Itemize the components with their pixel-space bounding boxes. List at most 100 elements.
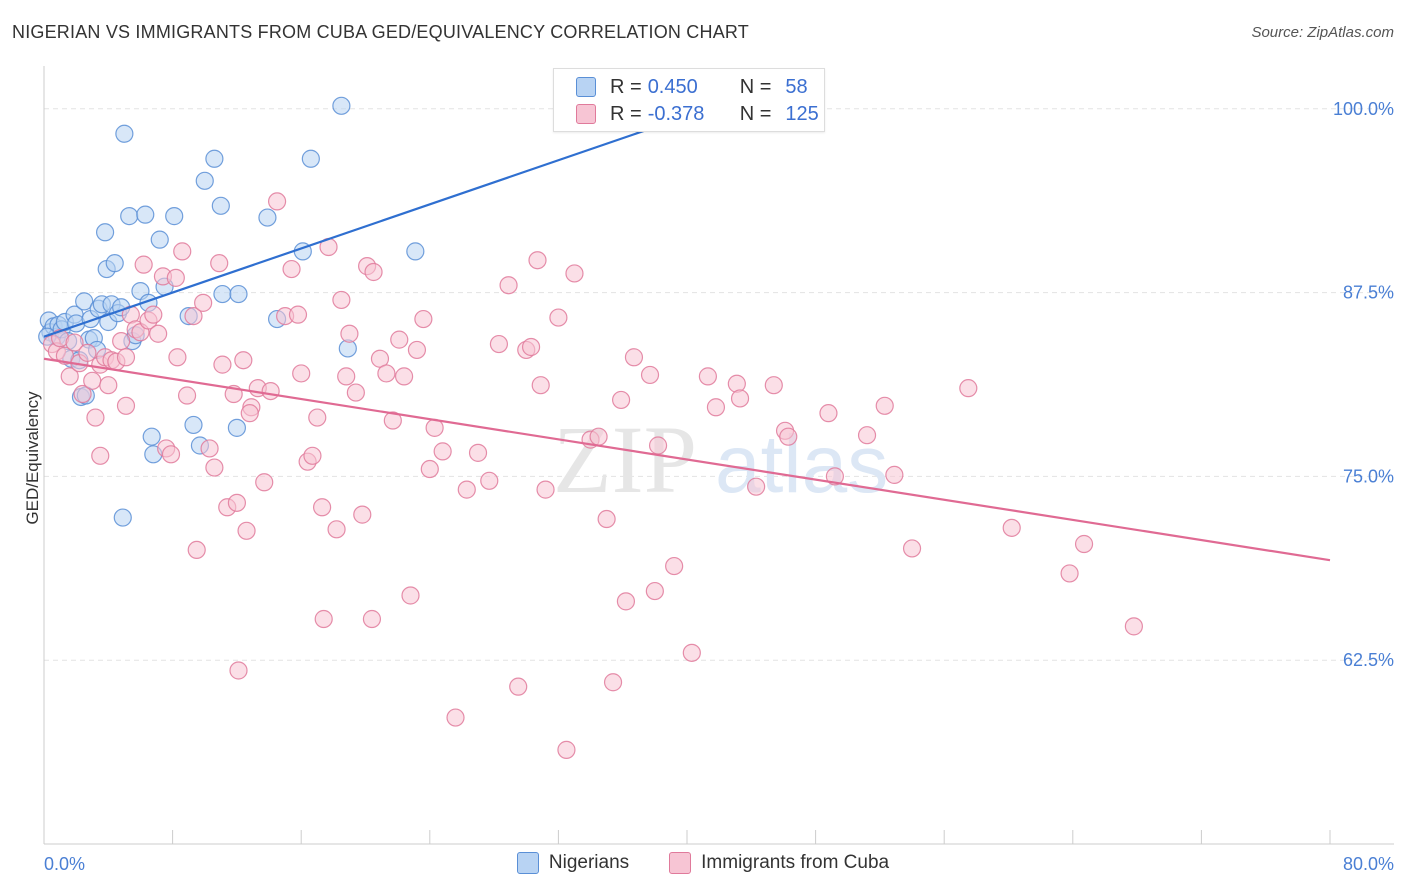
data-point [468, 443, 488, 462]
data-point [144, 305, 163, 324]
data-point [383, 411, 402, 430]
data-point [312, 498, 332, 517]
series-swatch-cuba [669, 852, 692, 874]
data-point [150, 230, 169, 249]
data-point [184, 306, 203, 326]
data-point [99, 376, 118, 395]
data-point [645, 581, 664, 601]
data-point [168, 348, 187, 367]
data-point [210, 254, 229, 273]
data-point [173, 242, 192, 261]
data-point [648, 436, 668, 455]
data-point [78, 343, 97, 362]
data-point [177, 386, 197, 405]
y-axis-label: GED/Equivalency [23, 391, 42, 525]
data-point [446, 708, 465, 727]
series-legend-cuba[interactable]: Immigrants from Cuba [669, 852, 889, 874]
data-point [1060, 564, 1079, 583]
data-point [314, 609, 333, 629]
data-point [1124, 617, 1143, 636]
legend-swatch-nigerians [576, 77, 596, 97]
data-point [414, 309, 433, 329]
chart-title: NIGERIAN VS IMMIGRANTS FROM CUBA GED/EQU… [12, 22, 749, 42]
data-point [134, 255, 153, 274]
data-point [730, 389, 750, 408]
data-point [528, 251, 547, 270]
data-point [161, 445, 181, 464]
axes [43, 66, 1394, 845]
data-point [267, 192, 287, 211]
data-point [611, 390, 631, 410]
data-point [433, 442, 452, 461]
axis-labels: 62.5% 75.0% 87.5% 100.0% 0.0% 80.0% GED/Equiva… [23, 99, 1394, 874]
trend-lines [43, 115, 1331, 562]
data-point [509, 677, 528, 696]
legend-r-label: R = [610, 75, 642, 98]
data-point [1074, 534, 1094, 554]
data-point [624, 348, 644, 367]
data-point [112, 331, 131, 351]
series-cuba [42, 192, 1143, 759]
data-points [38, 96, 1143, 759]
data-point [116, 348, 136, 367]
data-point [327, 520, 346, 539]
legend-n-label: N = [739, 75, 772, 98]
data-point [394, 367, 414, 386]
data-point [91, 446, 110, 465]
series-legend-nigerians[interactable]: Nigerians [516, 852, 630, 874]
data-point [240, 404, 259, 423]
data-point [779, 427, 798, 446]
data-point [531, 376, 550, 395]
data-point [857, 426, 877, 445]
data-point [536, 480, 555, 499]
data-point [195, 171, 214, 190]
data-point [682, 643, 701, 662]
data-point [885, 465, 904, 485]
legend-row-cuba: R = -0.378 N = 125 [576, 102, 819, 126]
data-point [406, 242, 425, 261]
data-point [116, 396, 136, 415]
data-point [557, 740, 576, 759]
series-label-cuba: Immigrants from Cuba [701, 852, 890, 873]
data-point [616, 592, 636, 611]
data-point [237, 521, 256, 540]
legend-r-value: -0.378 [647, 102, 705, 125]
data-point [301, 149, 320, 168]
watermark-zip: ZIP [553, 406, 697, 513]
series-swatch-nigerians [516, 852, 539, 874]
data-point [390, 330, 409, 349]
data-point [75, 292, 94, 311]
data-point [332, 290, 351, 310]
series-label-nigerians: Nigerians [548, 852, 630, 873]
data-point [499, 276, 518, 295]
y-tick-label: 100.0% [1333, 99, 1394, 119]
data-point [407, 340, 427, 360]
data-point [282, 259, 301, 279]
data-point [401, 586, 420, 605]
data-point [229, 661, 248, 680]
legend-r-value: 0.450 [647, 75, 698, 98]
grid-lines [44, 108, 1394, 661]
data-point [364, 262, 383, 282]
legend-n-label: N = [739, 102, 772, 125]
data-point [640, 365, 660, 385]
data-point [959, 379, 978, 398]
trend-line-cuba [43, 357, 1331, 562]
data-point [549, 308, 568, 327]
data-point [60, 367, 79, 386]
data-point [200, 439, 219, 458]
data-point [187, 540, 206, 560]
data-point [420, 459, 439, 479]
data-point [353, 505, 372, 524]
data-point [86, 408, 105, 427]
data-point [303, 446, 322, 465]
data-point [234, 351, 253, 370]
data-point [825, 467, 844, 486]
source-credit: Source: ZipAtlas.com [1251, 24, 1394, 41]
data-point [227, 418, 246, 437]
data-point [55, 346, 74, 365]
data-point [255, 473, 274, 492]
data-point [95, 223, 115, 242]
legend-n-value: 58 [785, 75, 808, 98]
